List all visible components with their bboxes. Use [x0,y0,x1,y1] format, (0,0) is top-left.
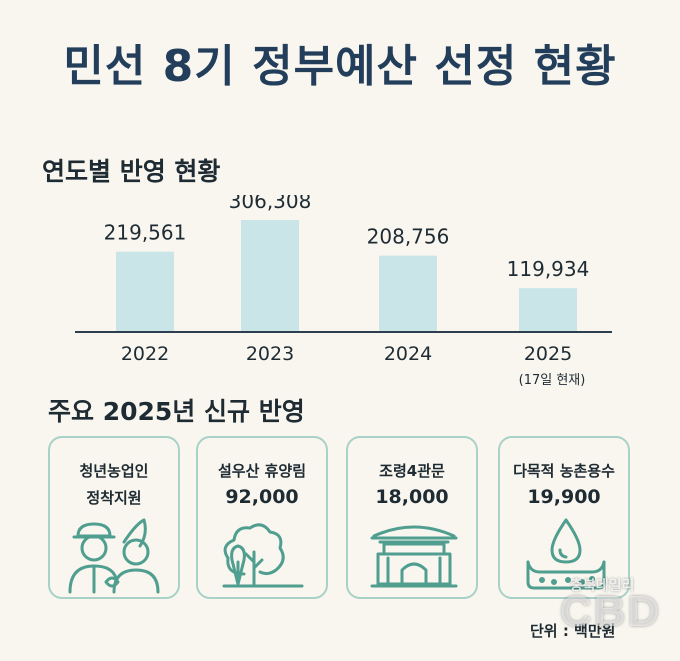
card-name: 조령4관문 [379,462,445,480]
card-value: 19,900 [527,486,601,508]
bar-chart: 219,561 2022 306,308 2023 208,756 2024 119,934… [75,195,612,388]
category-note-2025: (17일 현재) [519,373,586,388]
category-label-2024: 2024 [384,343,432,365]
card-name: 청년농업인 정착지원 [50,458,178,512]
watermark: 충북데일리 CBD [560,575,670,645]
bar-2023 [241,220,299,332]
data-label-2024: 208,756 [367,225,450,249]
bar-2025 [519,288,577,332]
page-title: 민선 8기 정부예산 선정 현황 [63,41,617,92]
card-name: 설우산 휴양림 [217,462,307,480]
data-label-2023: 306,308 [229,195,312,213]
forest-icon [222,523,304,588]
card-gate: 조령4관문 18,000 [346,436,478,599]
card-value: 92,000 [225,486,299,508]
card-value: 18,000 [375,486,449,508]
bar-2024 [379,255,437,332]
unit-label: 단위 : 백만원 [530,622,616,640]
card-name-line: 청년농업인 [79,462,149,480]
data-label-2022: 219,561 [104,221,187,245]
category-label-2023: 2023 [246,343,294,365]
card-name: 다목적 농촌용수 [513,462,615,480]
gate-icon [370,525,458,588]
data-label-2025: 119,934 [507,257,590,281]
watermark-big: CBD [560,587,662,636]
watermark-small: 충북데일리 [570,578,635,594]
bar-2022 [116,251,174,332]
card-water: 다목적 농촌용수 19,900 [498,436,630,599]
card-forest: 설우산 휴양림 92,000 [196,436,328,599]
chart-section-title: 연도별 반영 현황 [42,157,221,186]
card-young-farmers: 청년농업인 정착지원 [48,436,180,599]
water-drop-icon [526,518,606,590]
card-name-line: 정착지원 [86,489,142,507]
farmers-icon [68,518,160,594]
category-label-2022: 2022 [121,343,169,365]
new-section-title: 주요 2025년 신규 반영 [48,397,305,426]
category-label-2025: 2025 [524,343,572,365]
